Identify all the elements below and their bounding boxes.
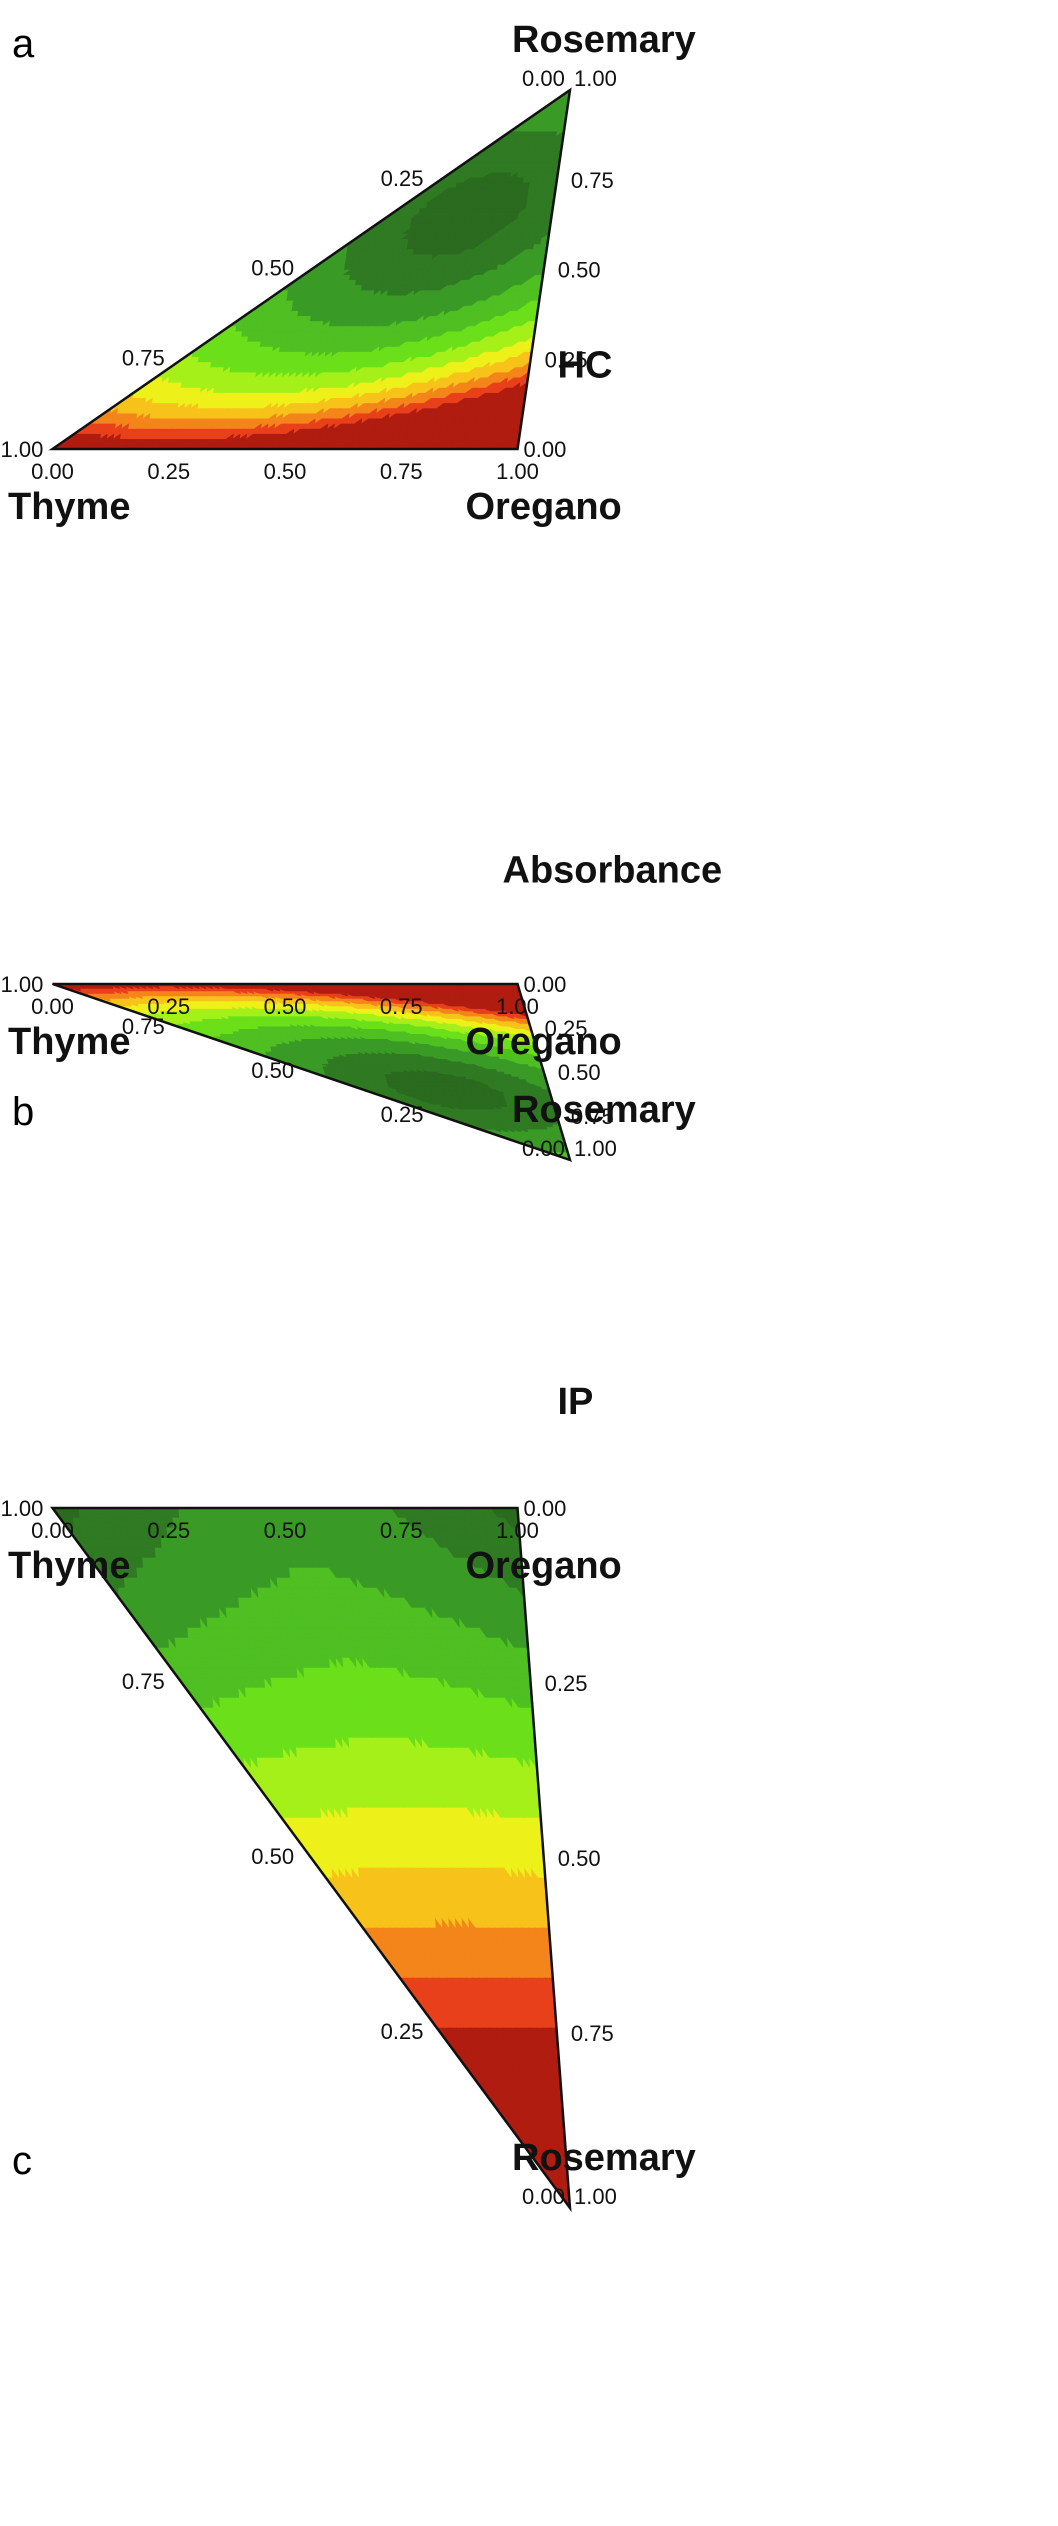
vertex-label-right: Oregano [466,486,622,528]
contour-fill [52,90,570,449]
tick-label: 0.75 [571,168,614,193]
tick-label: 0.25 [381,166,424,191]
tick-label: 0.00 [31,459,74,484]
tick-label: 0.50 [558,258,601,283]
tick-label: 1.00 [496,459,539,484]
tick-label: 0.50 [264,459,307,484]
tick-label: 0.00 [522,66,565,91]
tick-label: 0.75 [122,345,165,370]
tick-label: 0.25 [545,347,588,372]
tick-label: 0.75 [380,459,423,484]
tick-label: 0.25 [147,459,190,484]
tick-label: 0.50 [251,256,294,281]
panel-letter: a [12,22,35,66]
tick-label: 1.00 [574,66,617,91]
vertex-label-top: Rosemary [512,19,696,61]
vertex-label-left: Thyme [8,486,130,528]
